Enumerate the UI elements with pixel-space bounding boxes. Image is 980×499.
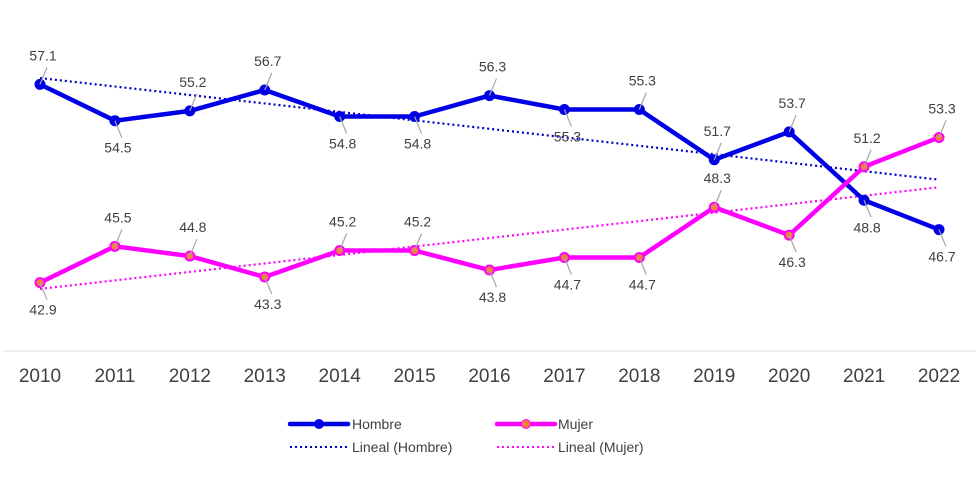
legend-item-lineal-hombre: Lineal (Hombre) [290, 439, 452, 455]
leader-line-mujer-2022 [938, 120, 947, 138]
trendline-hombre [39, 76, 940, 181]
legend-label-mujer: Mujer [558, 416, 593, 432]
x-tick-label-2011: 2011 [94, 366, 135, 387]
data-label-mujer-2020: 46.3 [779, 254, 806, 270]
data-label-hombre-2015: 54.8 [404, 136, 431, 152]
x-tick-label-2010: 2010 [19, 366, 61, 387]
x-tick-label-2012: 2012 [169, 366, 211, 387]
leader-line-hombre-2011 [114, 120, 123, 138]
data-label-hombre-2013: 56.7 [254, 53, 281, 69]
data-label-mujer-2021: 51.2 [853, 130, 880, 146]
leader-line-hombre-2014 [339, 116, 348, 134]
data-label-hombre-2022: 46.7 [928, 249, 955, 265]
x-tick-label-2015: 2015 [393, 366, 435, 387]
x-tick-label-2017: 2017 [543, 366, 585, 387]
data-label-mujer-2017: 44.7 [554, 276, 581, 292]
leader-line-mujer-2012 [189, 238, 198, 257]
x-tick-label-2020: 2020 [768, 366, 810, 387]
leader-line-mujer-2010 [39, 282, 48, 300]
data-label-hombre-2010: 57.1 [29, 47, 56, 63]
x-tick-label-2016: 2016 [468, 366, 510, 387]
trendline-mujer [39, 186, 940, 290]
legend-item-mujer: Mujer [494, 416, 593, 432]
data-label-hombre-2012: 55.2 [179, 74, 206, 90]
data-label-mujer-2015: 45.2 [404, 214, 431, 230]
data-label-hombre-2021: 48.8 [853, 219, 880, 235]
x-tick-label-2018: 2018 [618, 366, 660, 387]
legend-label-hombre: Hombre [352, 416, 402, 432]
x-tick-label-2022: 2022 [918, 366, 960, 387]
legend-item-lineal-mujer: Lineal (Mujer) [497, 439, 644, 455]
leader-line-mujer-2016 [488, 269, 498, 288]
data-label-mujer-2022: 53.3 [928, 100, 955, 116]
x-tick-label-2019: 2019 [693, 366, 735, 387]
data-label-hombre-2017: 55.3 [554, 129, 581, 145]
leader-line-mujer-2013 [264, 276, 273, 295]
legend-label-lineal-mujer: Lineal (Mujer) [558, 439, 644, 455]
leader-line-mujer-2021 [863, 149, 872, 167]
leader-line-hombre-2016 [488, 78, 498, 96]
leader-line-mujer-2019 [713, 190, 722, 208]
data-label-hombre-2014: 54.8 [329, 136, 356, 152]
leader-line-mujer-2020 [788, 234, 797, 253]
series [34, 78, 945, 289]
leader-line-hombre-2020 [788, 114, 797, 133]
data-label-hombre-2011: 54.5 [104, 140, 131, 156]
leader-line-hombre-2012 [189, 93, 198, 112]
legend-marker-mujer [521, 419, 531, 429]
leader-line-hombre-2017 [563, 109, 572, 127]
leader-line-mujer-2017 [563, 257, 572, 275]
data-labels: 57.1 54.5 55.2 56.7 54.8 54.8 56.3 55.3 55.3 51.7… [29, 47, 955, 317]
leader-line-hombre-2018 [638, 92, 647, 110]
legend-item-hombre: Hombre [287, 416, 402, 432]
data-label-mujer-2010: 42.9 [29, 302, 56, 318]
trendlines [39, 76, 940, 290]
x-tick-label-2021: 2021 [843, 366, 885, 387]
data-label-hombre-2016: 56.3 [479, 59, 506, 75]
data-label-mujer-2013: 43.3 [254, 296, 281, 312]
x-tick-label-2013: 2013 [244, 366, 286, 387]
legend-marker-hombre [314, 419, 324, 429]
data-label-mujer-2018: 44.7 [629, 276, 656, 292]
x-axis-ticks: 2010 2011 2012 2013 2014 2015 2016 2017 2018 2019… [19, 366, 960, 387]
data-label-hombre-2020: 53.7 [779, 95, 806, 111]
x-tick-label-2014: 2014 [319, 366, 362, 387]
leader-line-hombre-2019 [713, 142, 722, 160]
data-label-mujer-2012: 44.8 [179, 219, 206, 235]
leader-line-hombre-2015 [414, 116, 423, 134]
data-label-mujer-2019: 48.3 [704, 170, 731, 186]
data-label-mujer-2014: 45.2 [329, 214, 356, 230]
data-label-hombre-2019: 51.7 [704, 123, 731, 139]
data-label-mujer-2016: 43.8 [479, 289, 506, 305]
leader-line-hombre-2021 [863, 200, 872, 218]
leader-line-mujer-2014 [339, 233, 348, 251]
data-label-hombre-2018: 55.3 [629, 73, 656, 89]
leader-line-mujer-2011 [114, 229, 123, 247]
leader-line-mujer-2018 [638, 257, 647, 275]
leader-line-hombre-2010 [39, 67, 48, 85]
legend-label-lineal-hombre: Lineal (Hombre) [352, 439, 452, 455]
leader-line-hombre-2013 [264, 72, 273, 91]
data-label-mujer-2011: 45.5 [104, 209, 131, 225]
leader-line-hombre-2022 [938, 229, 947, 247]
leader-line-mujer-2015 [414, 233, 423, 251]
legend: Hombre Mujer Lineal (Hombre) Lineal (Muj… [287, 416, 644, 455]
